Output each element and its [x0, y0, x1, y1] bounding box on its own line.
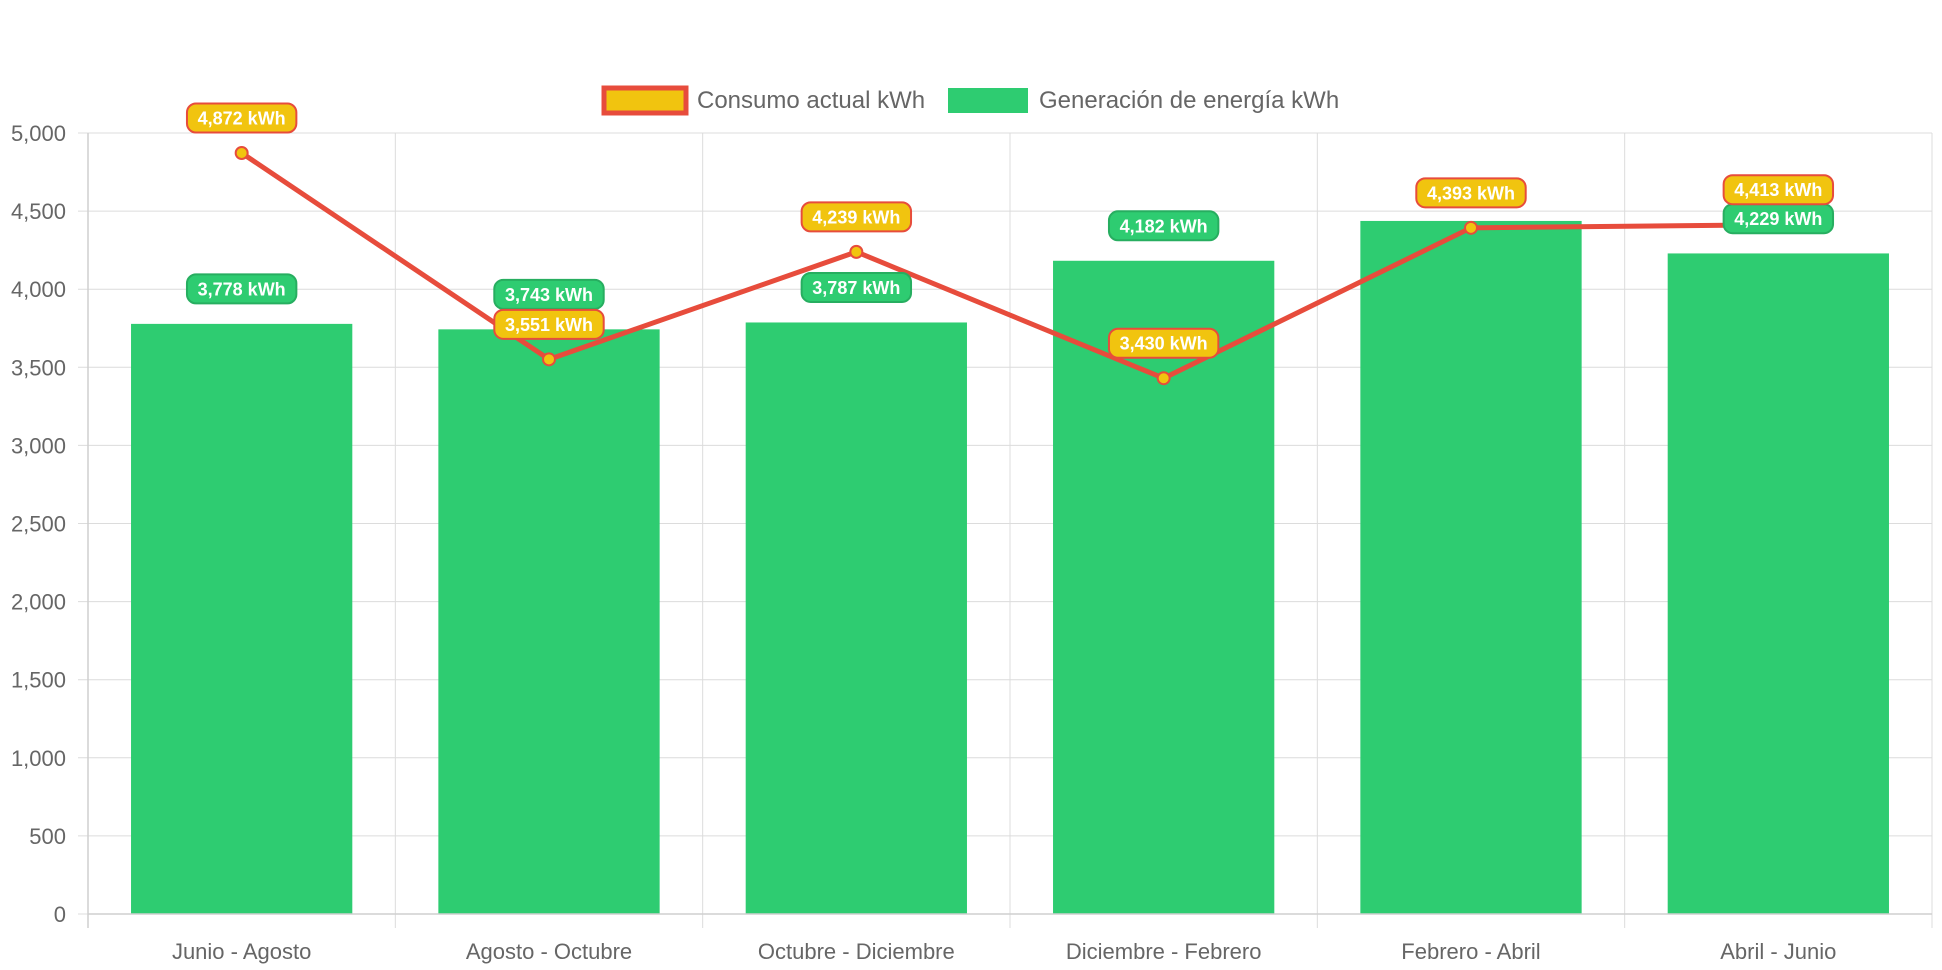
data-label-generacion: 4,182 kWh [1107, 210, 1220, 242]
data-label-generacion: 3,787 kWh [800, 271, 913, 303]
y-tick-label: 3,000 [11, 433, 66, 458]
bar-generacion[interactable] [1667, 253, 1889, 915]
data-label-consumo: 3,430 kWh [1107, 327, 1220, 359]
data-label-generacion: 4,229 kWh [1722, 203, 1835, 235]
data-label-consumo: 4,413 kWh [1722, 174, 1835, 206]
bar-generacion[interactable] [1053, 260, 1275, 914]
data-label-consumo-bg [1722, 174, 1835, 206]
y-tick-label: 4,500 [11, 199, 66, 224]
bar-generacion[interactable] [1360, 220, 1582, 914]
data-label-consumo-bg [800, 201, 913, 233]
x-tick-label: Junio - Agosto [172, 939, 311, 964]
data-label-generacion-text: 3,787 kWh [812, 278, 900, 298]
data-label-consumo: 4,393 kWh [1415, 177, 1527, 209]
x-tick-label: Agosto - Octubre [466, 939, 632, 964]
data-label-generacion-text: 3,743 kWh [505, 285, 593, 305]
legend-label-generacion: Generación de energía kWh [1039, 87, 1339, 114]
y-tick-label: 5,000 [11, 121, 66, 146]
point-consumo[interactable] [1464, 220, 1478, 235]
data-label-generacion: 3,743 kWh [493, 278, 605, 310]
bar-generacion[interactable] [131, 323, 353, 914]
y-tick-label: 500 [29, 824, 66, 849]
data-label-consumo-text: 4,413 kWh [1734, 180, 1822, 200]
point-consumo[interactable] [849, 244, 864, 259]
data-label-consumo-text: 4,393 kWh [1427, 183, 1515, 203]
data-label-consumo: 4,872 kWh [185, 102, 298, 134]
data-label-consumo-bg [185, 102, 298, 134]
data-label-generacion-bg [1107, 210, 1220, 242]
y-tick-label: 2,500 [11, 512, 66, 537]
data-label-consumo-bg [1107, 327, 1220, 359]
legend-swatch-generacion [948, 88, 1028, 113]
y-tick-label: 1,500 [11, 668, 66, 693]
x-tick-label: Diciembre - Febrero [1066, 939, 1262, 964]
bars [131, 220, 1889, 915]
data-label-consumo-bg [1415, 177, 1527, 209]
legend[interactable]: Consumo actual kWh Generación de energía… [601, 85, 1339, 116]
data-label-consumo-text: 3,551 kWh [505, 315, 593, 335]
data-labels: 3,778 kWh 3,743 kWh 3,787 kWh 4,182 kWh 4,22… [185, 102, 1835, 359]
data-label-consumo-text: 4,872 kWh [198, 108, 286, 128]
data-label-generacion-bg [185, 273, 298, 305]
legend-label-consumo: Consumo actual kWh [697, 87, 925, 114]
point-consumo[interactable] [234, 145, 249, 160]
data-label-consumo-text: 3,430 kWh [1120, 334, 1208, 354]
axes: 0 500 1,000 1,500 2,000 2,500 3,000 3,500 4,000 4… [11, 121, 1932, 964]
data-label-generacion: 3,778 kWh [185, 273, 298, 305]
y-tick-label: 4,000 [11, 277, 66, 302]
data-label-generacion-text: 3,778 kWh [198, 279, 286, 299]
bar-generacion[interactable] [745, 322, 967, 915]
bar-generacion[interactable] [438, 329, 660, 915]
legend-item-consumo[interactable]: Consumo actual kWh [601, 85, 925, 116]
data-label-consumo-text: 4,239 kWh [812, 207, 900, 227]
x-tick-label: Octubre - Diciembre [758, 939, 955, 964]
data-label-generacion-text: 4,229 kWh [1734, 209, 1822, 229]
grid [78, 132, 1933, 928]
x-tick-label: Febrero - Abril [1401, 939, 1540, 964]
y-tick-label: 1,000 [11, 746, 66, 771]
data-label-generacion-text: 4,182 kWh [1120, 216, 1208, 236]
legend-swatch-consumo [601, 85, 689, 116]
y-tick-label: 2,000 [11, 590, 66, 615]
y-tick-label: 3,500 [11, 355, 66, 380]
data-label-generacion-bg [800, 271, 913, 303]
y-tick-label: 0 [54, 902, 66, 927]
x-tick-label: Abril - Junio [1720, 939, 1836, 964]
data-label-consumo: 3,551 kWh [493, 308, 605, 340]
point-consumo[interactable] [1156, 371, 1171, 386]
legend-item-generacion[interactable]: Generación de energía kWh [948, 87, 1339, 114]
data-label-consumo-bg [493, 308, 605, 340]
data-label-consumo: 4,239 kWh [800, 201, 913, 233]
point-consumo[interactable] [542, 352, 556, 367]
